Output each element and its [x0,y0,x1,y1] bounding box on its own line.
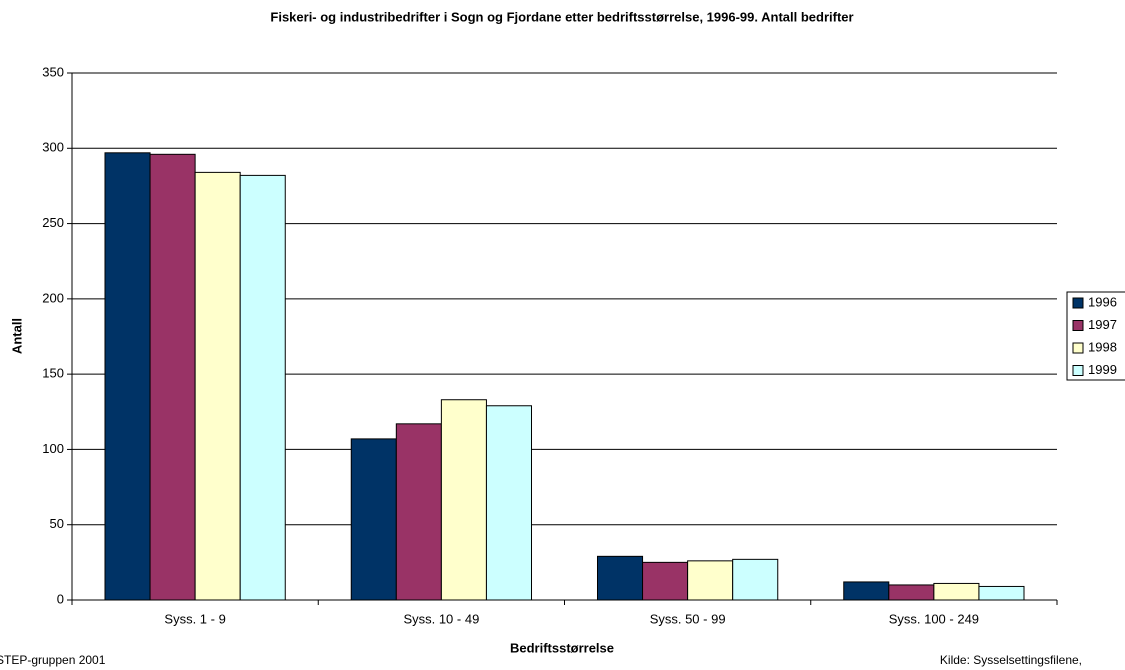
legend-label: 1997 [1088,317,1117,332]
bar [485,405,533,601]
bar [239,174,286,601]
y-tick-label: 200 [42,290,64,305]
bar [596,555,644,601]
y-tick-label: 100 [42,441,64,456]
bar [888,584,935,601]
footnote: STEP-gruppen 2001 [0,653,106,667]
legend-label: 1998 [1088,339,1117,354]
bar [395,423,442,601]
y-tick-label: 0 [57,591,64,606]
y-axis-label: Antall [9,318,24,354]
bar [440,399,487,601]
x-tick-label: Syss. 10 - 49 [403,611,479,626]
x-tick-label: Syss. 100 - 249 [889,611,979,626]
x-tick-label: Syss. 50 - 99 [650,611,726,626]
bar [687,560,734,601]
y-tick-label: 350 [42,64,64,79]
bar [933,582,980,601]
bar [843,581,890,601]
bar [732,558,779,601]
legend-label: 1996 [1088,294,1117,309]
x-axis-label: Bedriftsstørrelse [510,640,614,655]
footnote: Kilde: Sysselsettingsfilene, [940,653,1082,667]
legend-swatch [1072,320,1084,331]
bar [978,585,1025,601]
chart-title: Fiskeri- og industribedrifter i Sogn og … [270,9,853,24]
bar [194,171,241,601]
bar [149,153,196,601]
bar [104,152,151,601]
legend-swatch [1072,342,1084,354]
y-tick-label: 50 [50,516,64,531]
bar [350,438,397,601]
y-tick-label: 300 [42,140,64,155]
y-tick-label: 150 [42,366,64,381]
bar [642,561,689,601]
legend-swatch [1072,297,1084,309]
legend-label: 1999 [1088,362,1117,377]
legend-swatch [1072,365,1084,376]
x-tick-label: Syss. 1 - 9 [164,611,225,626]
y-tick-label: 250 [42,215,64,230]
